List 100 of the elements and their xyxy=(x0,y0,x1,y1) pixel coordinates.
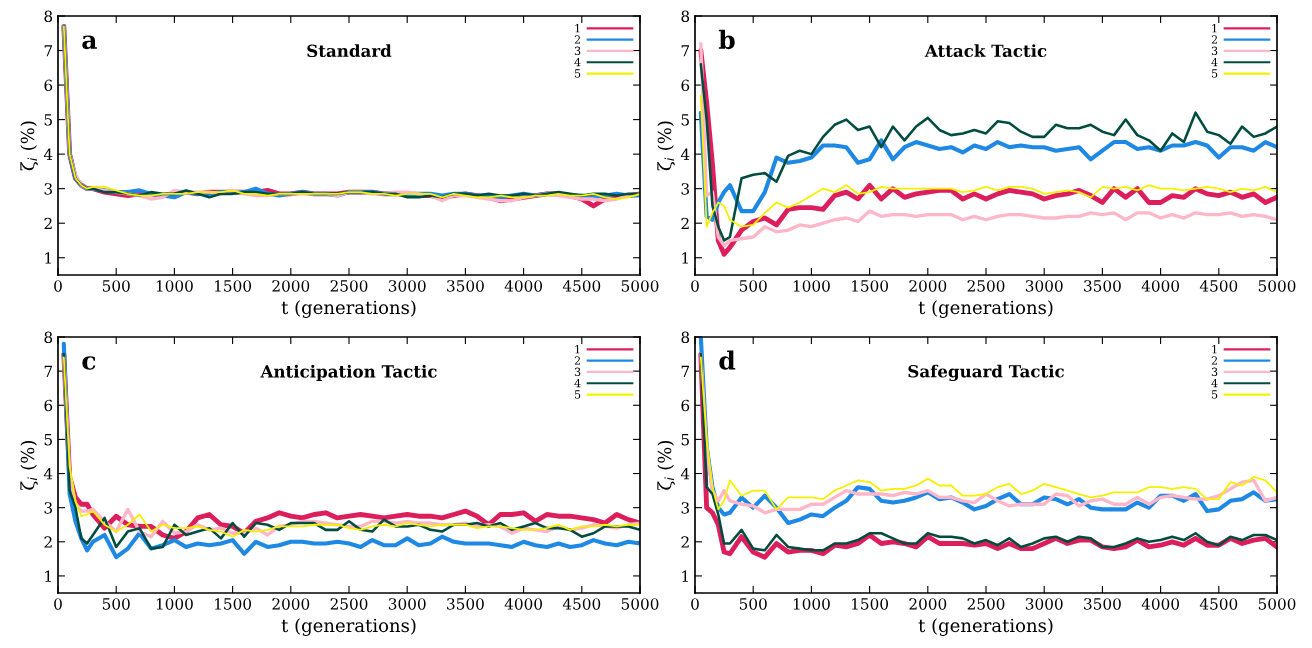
x-tick-label: 5000 xyxy=(1258,598,1296,610)
x-tick-label: 4500 xyxy=(1199,280,1238,292)
y-tick-label: 8 xyxy=(44,10,53,23)
x-tick-label: 4500 xyxy=(562,598,601,610)
legend-label: 1 xyxy=(575,23,580,33)
x-tick-label: 5000 xyxy=(1258,280,1296,292)
x-tick-label: 2500 xyxy=(330,280,368,292)
y-tick-label: 2 xyxy=(681,536,689,548)
x-tick-label: 3000 xyxy=(1025,280,1063,292)
y-tick-label: 2 xyxy=(44,217,52,229)
legend-label: 3 xyxy=(1211,367,1218,376)
y-axis-title: ζ$_{i}$ (%) xyxy=(20,121,38,171)
x-tick-label: 500 xyxy=(739,598,767,610)
x-tick-label: 500 xyxy=(102,280,130,292)
x-tick-label: 2500 xyxy=(967,598,1005,610)
y-axis-title: ζ$_{i}$ (%) xyxy=(657,441,675,490)
x-tick-label: 2500 xyxy=(330,598,368,610)
x-tick-label: 1500 xyxy=(852,280,889,292)
y-tick-label: 5 xyxy=(44,434,52,446)
text: Safeguard Tactic xyxy=(908,364,1064,382)
x-tick-label: 1000 xyxy=(156,280,193,292)
annotation: a xyxy=(82,35,97,50)
x-tick-label: 3500 xyxy=(447,280,484,292)
x-tick-label: 1500 xyxy=(215,280,252,292)
x-axis-title: t (generations) xyxy=(281,300,416,318)
line-series xyxy=(699,94,1277,228)
y-tick-label: 4 xyxy=(43,148,53,160)
x-tick-label: 4000 xyxy=(1141,598,1180,610)
legend-label: 1 xyxy=(1212,344,1217,354)
x-tick-label: 2000 xyxy=(272,598,310,610)
y-tick-label: 5 xyxy=(681,434,689,446)
x-tick-label: 3000 xyxy=(388,280,426,292)
x-tick-label: 2000 xyxy=(909,280,947,292)
y-tick-label: 8 xyxy=(44,331,53,344)
x-tick-label: 4500 xyxy=(1199,598,1238,610)
y-tick-label: 7 xyxy=(681,45,690,57)
legend-label: 5 xyxy=(1211,390,1218,399)
legend-label: 4 xyxy=(1211,57,1218,67)
x-tick-label: 3500 xyxy=(447,598,484,610)
y-tick-label: 6 xyxy=(681,79,690,92)
x-tick-label: 1500 xyxy=(852,598,889,610)
y-tick-label: 7 xyxy=(44,45,53,57)
x-tick-label: 3000 xyxy=(388,598,426,610)
y-tick-label: 1 xyxy=(682,252,688,264)
text: Anticipation Tactic xyxy=(260,364,437,381)
y-tick-label: 5 xyxy=(681,114,689,126)
y-axis-title: ζ$_{i}$ (%) xyxy=(657,121,675,171)
x-tick-label: 0 xyxy=(54,280,62,292)
x-tick-label: 1500 xyxy=(215,598,252,610)
legend-label: 5 xyxy=(574,390,581,399)
legend-label: 1 xyxy=(575,344,580,354)
text: Attack Tactic xyxy=(924,44,1047,58)
x-tick-label: 1000 xyxy=(156,598,193,610)
y-tick-label: 4 xyxy=(680,468,690,480)
legend-label: 3 xyxy=(574,46,581,55)
legend-label: 5 xyxy=(574,69,581,78)
y-tick-label: 8 xyxy=(681,331,690,344)
y-tick-label: 2 xyxy=(44,536,52,548)
y-tick-label: 8 xyxy=(681,10,690,23)
x-tick-label: 1000 xyxy=(793,280,830,292)
legend-label: 2 xyxy=(1211,35,1218,44)
x-tick-label: 1000 xyxy=(793,598,830,610)
y-tick-label: 3 xyxy=(44,183,52,195)
x-tick-label: 4000 xyxy=(1141,280,1180,292)
y-tick-label: 5 xyxy=(44,114,52,126)
y-tick-label: 1 xyxy=(45,252,51,264)
x-tick-label: 5000 xyxy=(621,598,659,610)
y-tick-label: 3 xyxy=(44,502,52,514)
x-tick-label: 2000 xyxy=(272,280,310,292)
y-tick-label: 4 xyxy=(680,148,690,160)
x-tick-label: 0 xyxy=(54,598,62,610)
y-tick-label: 3 xyxy=(681,502,689,514)
x-tick-label: 3500 xyxy=(1084,598,1121,610)
x-tick-label: 3000 xyxy=(1025,598,1063,610)
legend-label: 1 xyxy=(1212,23,1217,33)
x-tick-label: 4000 xyxy=(504,280,543,292)
x-tick-label: 3500 xyxy=(1084,280,1121,292)
x-tick-label: 2000 xyxy=(909,598,947,610)
legend-label: 2 xyxy=(1211,356,1218,365)
legend-label: 5 xyxy=(1211,69,1218,78)
text: Standard xyxy=(307,44,392,58)
y-tick-label: 7 xyxy=(681,365,690,377)
legend-label: 2 xyxy=(574,35,581,44)
legend-label: 4 xyxy=(574,57,581,67)
x-tick-label: 5000 xyxy=(621,280,659,292)
y-tick-label: 1 xyxy=(682,570,688,582)
y-tick-label: 6 xyxy=(44,79,53,92)
y-tick-label: 4 xyxy=(43,468,53,480)
y-axis-title: ζ$_{i}$ (%) xyxy=(20,441,38,490)
legend-label: 3 xyxy=(574,367,581,376)
x-tick-label: 500 xyxy=(102,598,130,610)
y-tick-label: 1 xyxy=(45,570,51,582)
x-tick-label: 4000 xyxy=(504,598,543,610)
x-axis-title: t (generations) xyxy=(918,618,1053,636)
legend-label: 4 xyxy=(1211,378,1218,388)
legend-label: 2 xyxy=(574,356,581,365)
y-tick-label: 2 xyxy=(681,217,689,229)
annotation: b xyxy=(718,29,735,50)
x-axis-title: t (generations) xyxy=(918,300,1053,318)
x-tick-label: 0 xyxy=(691,598,699,610)
